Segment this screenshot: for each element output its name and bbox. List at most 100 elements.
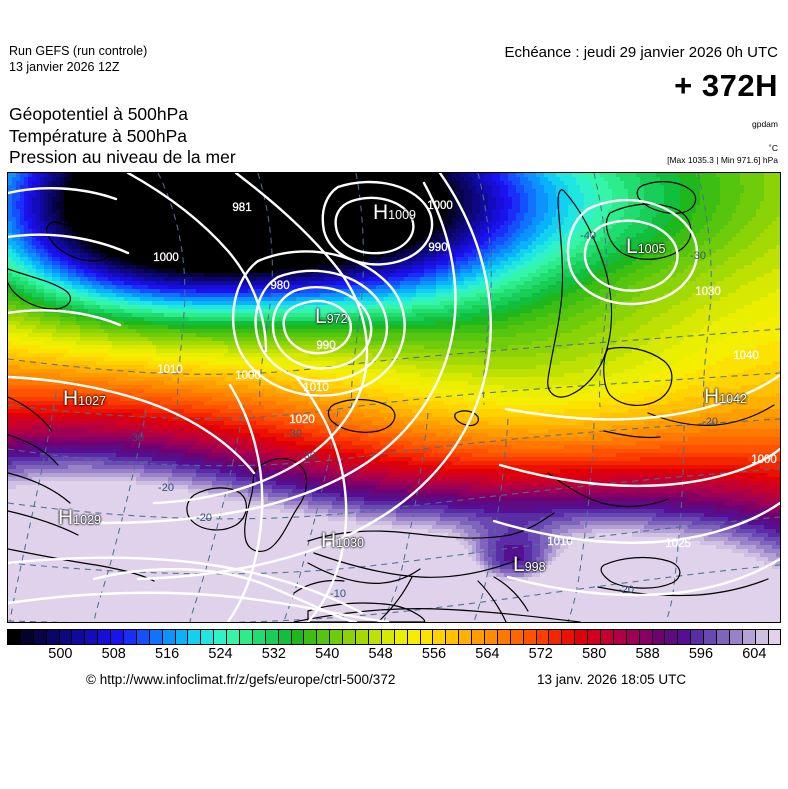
isobar-label: 1000 bbox=[751, 454, 777, 466]
colorbar-swatch bbox=[626, 630, 640, 644]
isobar bbox=[92, 567, 358, 622]
isobar-label: 1000 bbox=[427, 200, 453, 212]
colorbar-swatch bbox=[562, 630, 576, 644]
colorbar-swatch bbox=[600, 630, 614, 644]
colorbar-swatch bbox=[484, 630, 498, 644]
colorbar-swatch bbox=[85, 630, 99, 644]
credit-link[interactable]: © http://www.infoclimat.fr/z/gefs/europe… bbox=[86, 672, 395, 687]
coastline bbox=[293, 579, 345, 594]
colorbar-swatch bbox=[59, 630, 73, 644]
colorbar-swatch bbox=[678, 630, 692, 644]
coastline bbox=[377, 576, 413, 622]
colorbar-swatch bbox=[33, 630, 47, 644]
colorbar-swatch bbox=[652, 630, 666, 644]
temperature-labels: -30 -20 -30 -20 -10 -30 -40 -20 -20 -30 bbox=[128, 230, 718, 600]
coastline bbox=[477, 580, 507, 622]
isobar bbox=[8, 375, 256, 475]
page-title-pressure: Pression au niveau de la mer bbox=[9, 147, 236, 169]
colorbar-swatch bbox=[162, 630, 176, 644]
temperature-contour bbox=[567, 422, 595, 622]
isobar bbox=[294, 375, 348, 622]
colorbar-swatch bbox=[472, 630, 485, 644]
coastline bbox=[603, 346, 673, 406]
isobar-label: 1040 bbox=[733, 350, 759, 362]
isobar bbox=[8, 591, 390, 622]
lead-time: + 372H bbox=[674, 68, 778, 104]
isobar bbox=[8, 187, 118, 201]
colorbar-swatch bbox=[523, 630, 537, 644]
coastline bbox=[244, 458, 308, 552]
isobar bbox=[334, 196, 415, 255]
colorbar-tick: 500 bbox=[48, 646, 72, 662]
colorbar-swatch bbox=[381, 630, 395, 644]
isobar bbox=[506, 557, 780, 597]
colorbar-swatch bbox=[227, 630, 241, 644]
colorbar-swatch bbox=[510, 630, 524, 644]
colorbar[interactable] bbox=[7, 629, 781, 645]
colorbar-swatch bbox=[214, 630, 228, 644]
isobar-label: 990 bbox=[316, 340, 335, 352]
isobar bbox=[8, 309, 122, 327]
coastline bbox=[647, 404, 775, 426]
colorbar-swatch bbox=[768, 630, 781, 644]
temperature-contour bbox=[593, 173, 608, 408]
coastline bbox=[493, 576, 529, 612]
colorbar-swatch bbox=[304, 630, 318, 644]
isobar-label: 1000 bbox=[153, 252, 179, 264]
coastline bbox=[8, 510, 79, 536]
colorbar-swatch bbox=[136, 630, 150, 644]
colorbar-swatch bbox=[407, 630, 421, 644]
temperature-contour bbox=[157, 173, 186, 414]
colorbar-tick: 596 bbox=[689, 646, 713, 662]
colorbar-tick: 572 bbox=[529, 646, 553, 662]
colorbar-swatch bbox=[497, 630, 511, 644]
isobar-label: 990 bbox=[428, 242, 447, 254]
isobar bbox=[152, 173, 369, 505]
temperature-contour bbox=[8, 372, 780, 420]
colorbar-tick: 604 bbox=[742, 646, 766, 662]
colorbar-swatch bbox=[72, 630, 86, 644]
temperature-label: -20 bbox=[158, 482, 174, 494]
geopotential-field bbox=[8, 173, 780, 622]
colorbar-swatch bbox=[716, 630, 730, 644]
isobar-label: 981 bbox=[232, 202, 251, 214]
colorbar-swatch bbox=[111, 630, 125, 644]
isobar bbox=[8, 233, 130, 255]
coastline bbox=[600, 556, 681, 589]
temperature-label: -30 bbox=[286, 428, 302, 440]
unit-temperature: ˚C bbox=[769, 143, 778, 153]
temperature-contour bbox=[93, 398, 149, 622]
temperature-label: -10 bbox=[330, 588, 346, 600]
isobar-label: 1010 bbox=[157, 364, 183, 376]
isobar bbox=[492, 501, 780, 544]
colorbar-swatch bbox=[549, 630, 563, 644]
colorbar-swatch bbox=[588, 630, 601, 644]
temperature-contour bbox=[473, 418, 509, 622]
coastline bbox=[46, 221, 112, 262]
colorbar-swatch bbox=[278, 630, 292, 644]
mslp-isobars bbox=[8, 173, 780, 622]
colorbar-swatch bbox=[124, 630, 137, 644]
colorbar-swatch bbox=[98, 630, 112, 644]
colorbar-swatch bbox=[240, 630, 253, 644]
temperature-contour bbox=[8, 418, 780, 467]
temperature-label: -30 bbox=[690, 250, 706, 262]
temperature-label: -20 bbox=[618, 584, 634, 596]
colorbar-swatch bbox=[575, 630, 589, 644]
colorbar-tick: 564 bbox=[475, 646, 499, 662]
colorbar-swatch bbox=[433, 630, 447, 644]
colorbar-swatch bbox=[149, 630, 163, 644]
temperature-label: -20 bbox=[702, 416, 718, 428]
colorbar-swatch bbox=[317, 630, 331, 644]
weather-map[interactable]: 981 1000 980 990 1000 990 1000 1010 1020 1010 1030… bbox=[7, 172, 781, 623]
colorbar-swatch bbox=[175, 630, 189, 644]
colorbar-swatch bbox=[201, 630, 215, 644]
colorbar-tick: 532 bbox=[262, 646, 286, 662]
coastline bbox=[8, 472, 71, 504]
coastline bbox=[547, 189, 613, 398]
colorbar-tick: 548 bbox=[369, 646, 393, 662]
colorbar-tick: 556 bbox=[422, 646, 446, 662]
coastline bbox=[307, 562, 421, 584]
isobar bbox=[8, 556, 364, 615]
colorbar-tick-labels: 500 508 516 524 532 540 548 556 564 572 580 588 596 6… bbox=[0, 646, 788, 666]
